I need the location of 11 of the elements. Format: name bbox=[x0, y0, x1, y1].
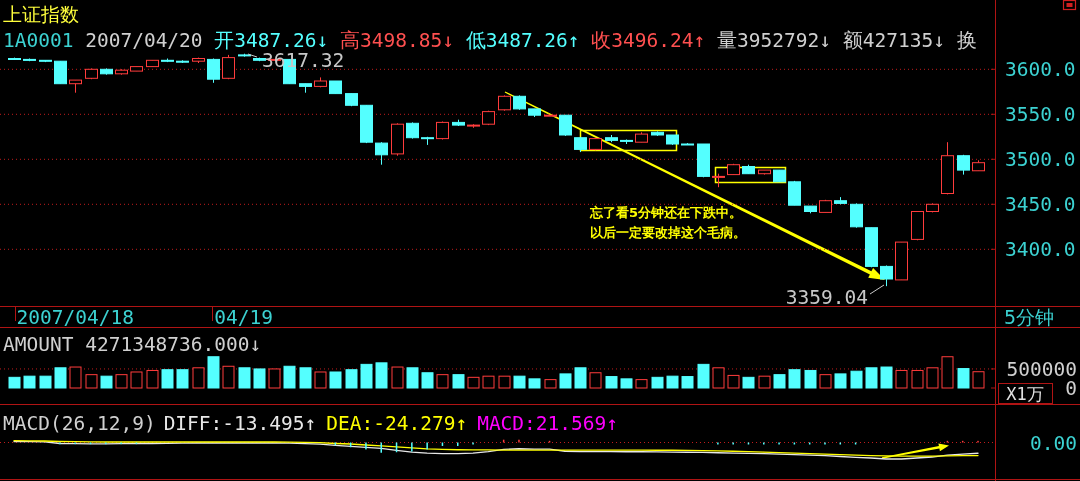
note: 以后一定要改掉这个毛病。 bbox=[590, 225, 746, 240]
note: 忘了看5分钟还在下跌中。 bbox=[590, 205, 743, 220]
title: AMOUNT 4271348736.000↓ bbox=[3, 333, 262, 356]
y-axis-title: X1万 bbox=[1006, 384, 1044, 404]
note: 3617.32 bbox=[247, 49, 345, 72]
title: 上证指数 bbox=[3, 3, 79, 25]
annotation: 3617.32 bbox=[262, 49, 345, 72]
note: 3359.04 bbox=[785, 284, 885, 309]
title: MACD(26,12,9) bbox=[3, 412, 156, 435]
annotation: 3359.04 bbox=[785, 285, 868, 309]
subtitle: 1A0001 2007/04/20 开3487.26↓ 高3498.85↓ 低3487.26↑ 收3496.24↑ 量3952792↓ 额427135↓ 换 bbox=[3, 29, 977, 52]
